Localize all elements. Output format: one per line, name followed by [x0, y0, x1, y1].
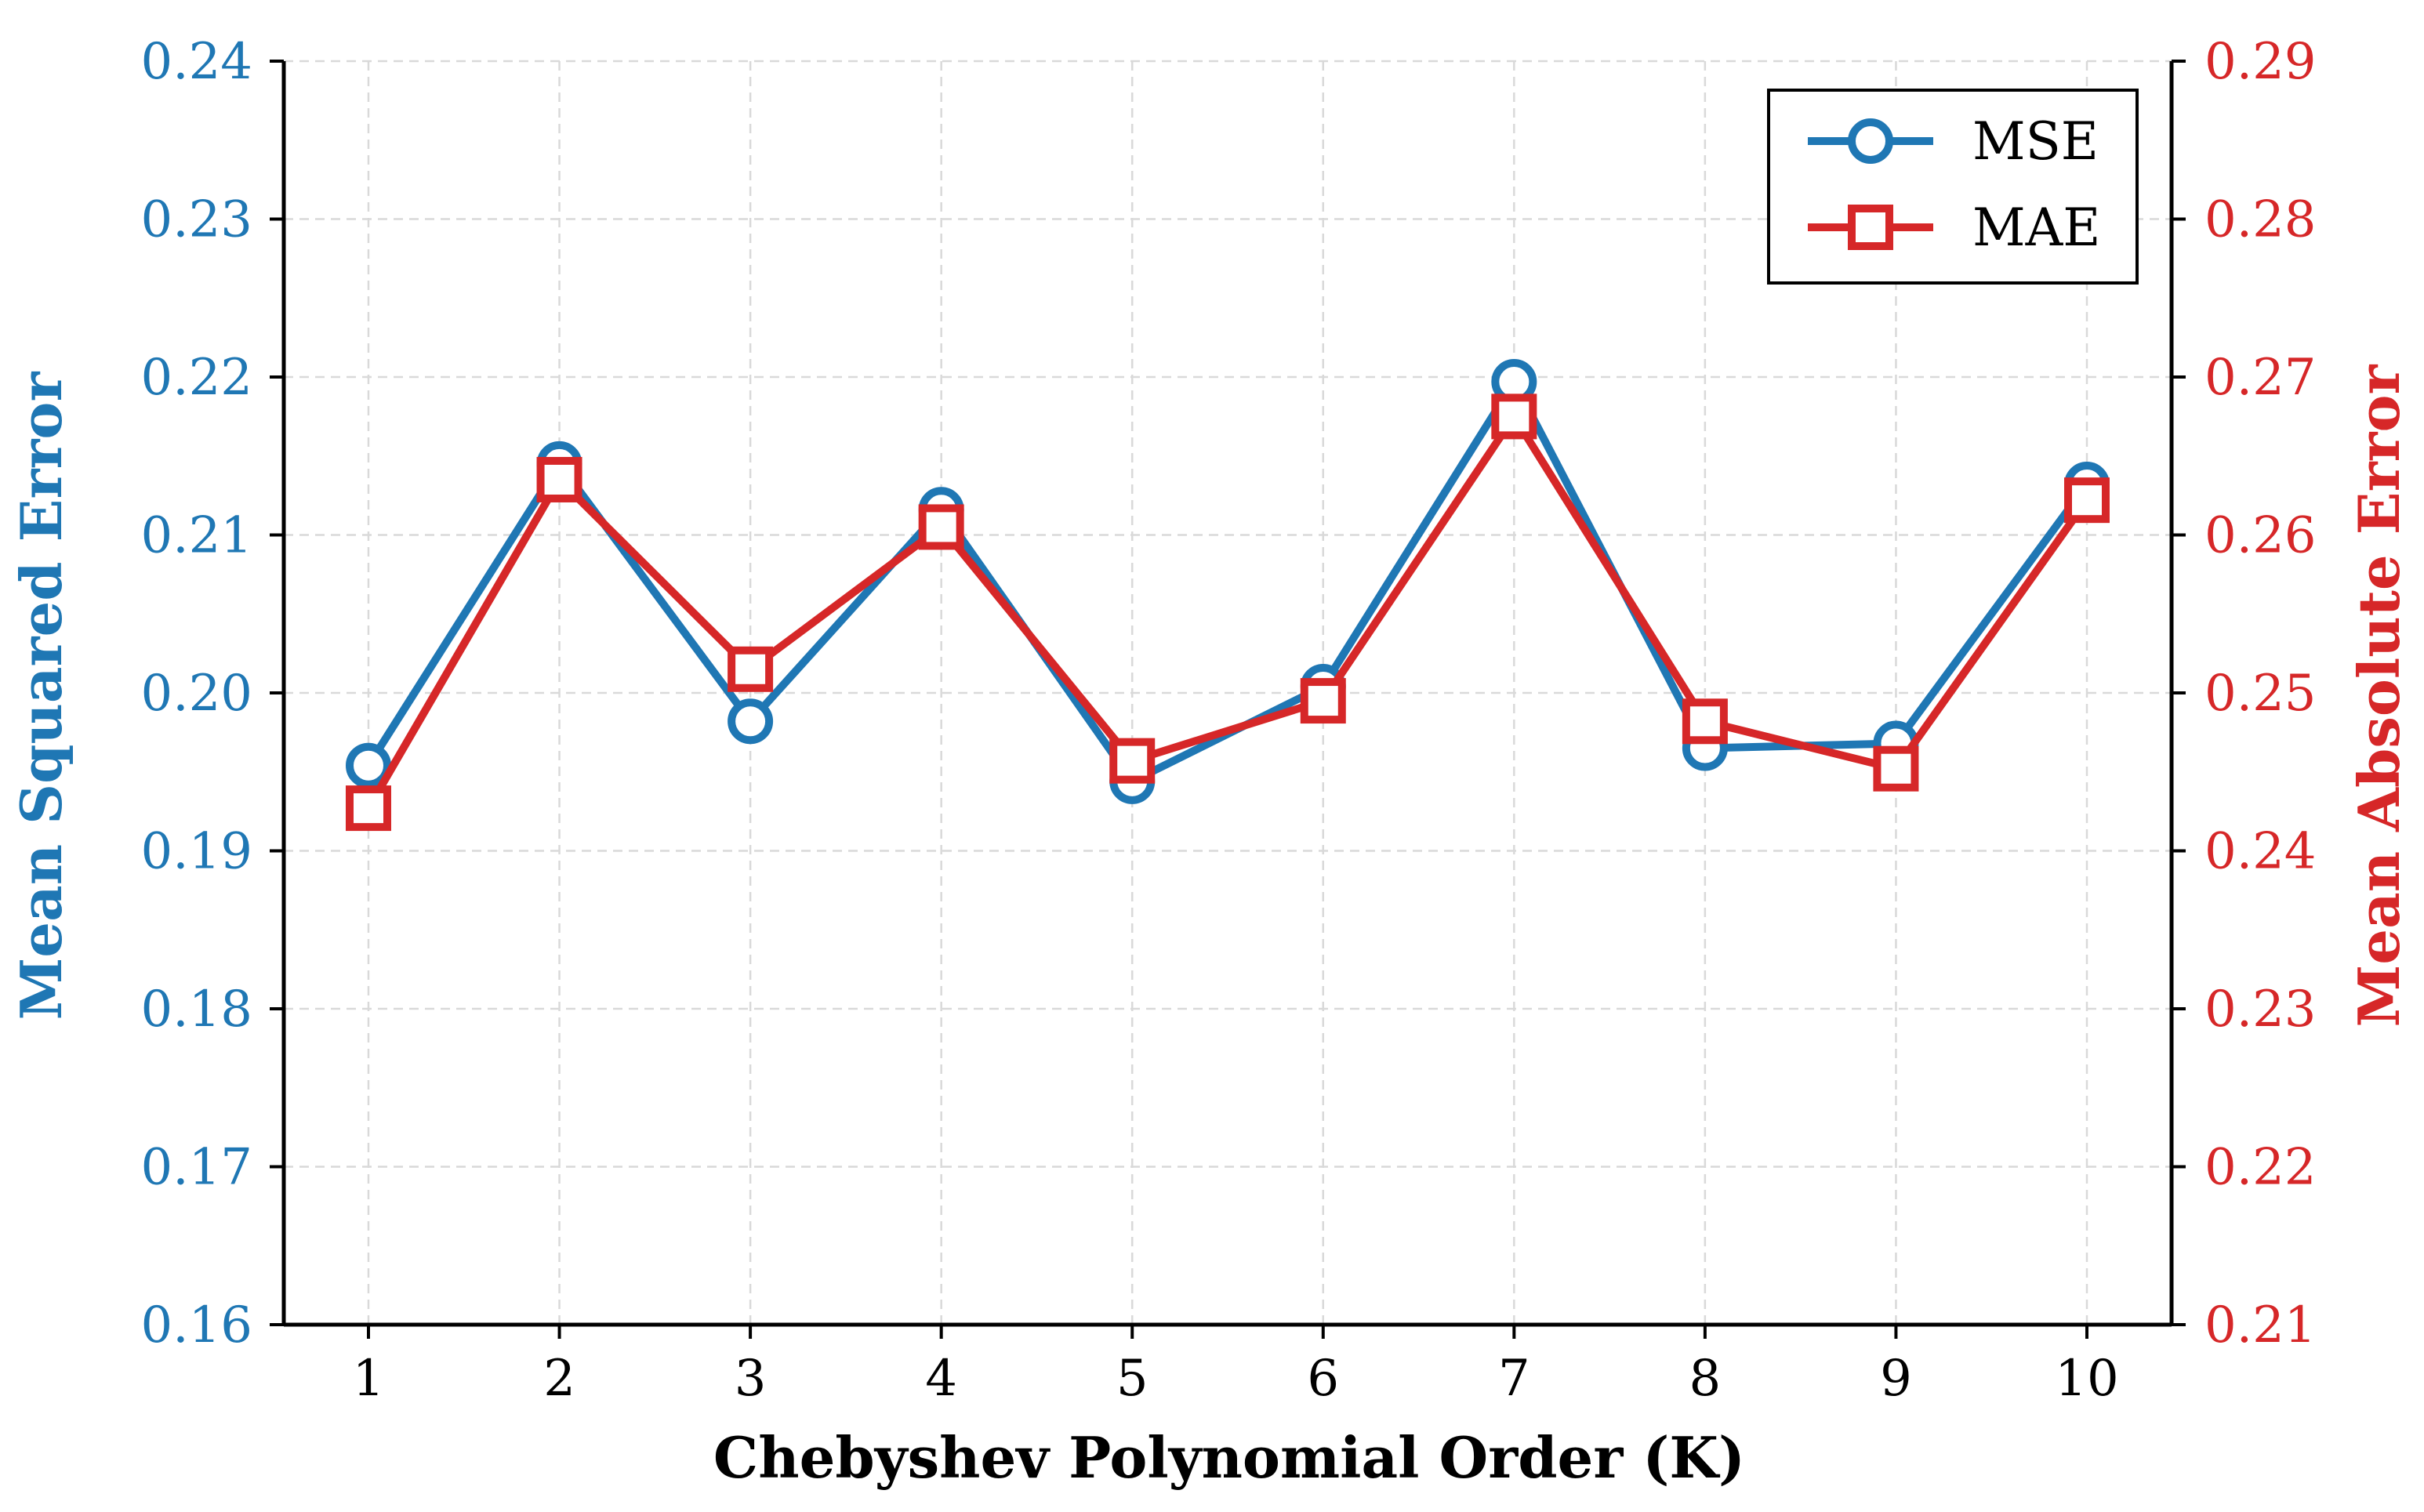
data-point-mae	[2064, 477, 2110, 524]
left-tick-label: 0.17	[141, 1139, 253, 1197]
left-axis-ticks: 0.16 0.17 0.18 0.19 0.20 0.21 0.22 0.23 0.24	[141, 33, 284, 1354]
legend-mse-label: MSE	[1972, 111, 2099, 172]
data-point-mse	[346, 742, 391, 789]
x-tick-label: 5	[1116, 1350, 1148, 1408]
data-point-mse	[728, 698, 774, 745]
series-line-mse	[365, 378, 2091, 785]
right-tick-label: 0.26	[2204, 507, 2317, 565]
right-tick-label: 0.22	[2204, 1139, 2317, 1197]
data-point-mae	[918, 504, 964, 550]
x-tick-label: 1	[353, 1350, 385, 1408]
right-axis-ticks: 0.21 0.22 0.23 0.24 0.25 0.26 0.27 0.28 0.29	[2172, 33, 2317, 1354]
left-tick-label: 0.23	[141, 191, 253, 249]
data-point-mae	[536, 456, 582, 502]
data-point-mae	[1873, 745, 1919, 792]
x-axis-title: Chebyshev Polynomial Order (K)	[713, 1424, 1745, 1491]
right-tick-label: 0.21	[2204, 1296, 2317, 1354]
series-mae	[346, 393, 2110, 832]
left-tick-label: 0.18	[141, 981, 253, 1039]
legend-mae-label: MAE	[1972, 198, 2100, 258]
data-point-mae	[1491, 393, 1537, 440]
series-line-mae	[365, 412, 2091, 813]
legend-mae-marker	[1848, 205, 1893, 250]
left-tick-label: 0.22	[141, 349, 253, 407]
x-tick-label: 8	[1689, 1350, 1722, 1408]
legend-mse-marker	[1848, 118, 1893, 164]
x-tick-label: 7	[1498, 1350, 1530, 1408]
x-tick-label: 10	[2055, 1350, 2118, 1408]
right-axis-title: Mean Absolute Error	[2346, 364, 2412, 1027]
x-tick-label: 2	[543, 1350, 575, 1408]
left-tick-label: 0.21	[141, 507, 253, 565]
left-tick-label: 0.19	[141, 823, 253, 881]
legend-box	[1767, 89, 2139, 285]
right-tick-label: 0.27	[2204, 349, 2317, 407]
data-point-mae	[1300, 678, 1346, 724]
left-tick-label: 0.20	[141, 665, 253, 723]
right-tick-label: 0.23	[2204, 981, 2317, 1039]
x-tick-label: 3	[735, 1350, 767, 1408]
right-tick-label: 0.29	[2204, 33, 2317, 91]
left-axis-title: Mean Squared Error	[8, 372, 74, 1021]
legend: MSE MAE	[1767, 89, 2139, 285]
x-axis-ticks: 1 2 3 4 5 6 7 8 9 10	[353, 1325, 2119, 1408]
x-tick-label: 9	[1880, 1350, 1912, 1408]
grid-lines	[284, 60, 2172, 1326]
data-point-mae	[1109, 738, 1156, 784]
data-point-mae	[728, 646, 774, 692]
right-tick-label: 0.24	[2204, 823, 2317, 881]
left-tick-label: 0.16	[141, 1296, 253, 1354]
data-point-mae	[1682, 698, 1728, 745]
x-tick-label: 4	[925, 1350, 957, 1408]
series	[346, 359, 2110, 832]
data-point-mae	[346, 785, 391, 832]
right-tick-label: 0.28	[2204, 191, 2317, 249]
x-tick-label: 6	[1307, 1350, 1339, 1408]
left-tick-label: 0.24	[141, 33, 253, 91]
right-tick-label: 0.25	[2204, 665, 2317, 723]
